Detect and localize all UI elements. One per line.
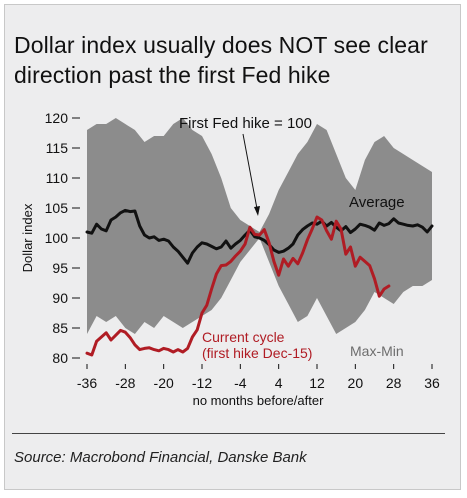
- y-axis-title: Dollar index: [20, 203, 35, 272]
- x-tick-label: -4: [234, 375, 247, 391]
- y-tick-label: 85: [52, 320, 68, 336]
- max-min-band-layer: [87, 118, 432, 334]
- y-tick-label: 100: [45, 230, 69, 246]
- annotation-average: Average: [349, 194, 405, 211]
- y-tick-label: 115: [46, 140, 69, 156]
- x-tick-label: -28: [115, 375, 135, 391]
- current-cycle-line: [85, 215, 391, 357]
- chart-title: Dollar index usually does NOT see clear …: [14, 32, 428, 88]
- annotation-first-hike-arrowhead: [254, 206, 260, 216]
- x-tick-label: -36: [77, 375, 97, 391]
- x-tick-label: 4: [275, 375, 283, 391]
- y-tick-label: 95: [52, 260, 68, 276]
- source-divider: [12, 433, 445, 434]
- y-tick-label: 105: [45, 200, 69, 216]
- x-tick-label: -20: [154, 375, 174, 391]
- y-tick-label: 80: [52, 350, 68, 366]
- y-tick-label: 120: [45, 110, 69, 126]
- annotation-first-hike-arrow: [242, 133, 259, 215]
- y-tick-label: 110: [46, 170, 69, 186]
- axes: 80 85 90 95 100 105 110 115 120 -36 -28 -20 -12 -4 4 12…: [45, 110, 440, 391]
- x-tick-label: 20: [348, 375, 364, 391]
- average-line: [85, 208, 434, 265]
- x-tick-label: 28: [386, 375, 402, 391]
- x-axis-title: no months before/after: [193, 393, 324, 408]
- annotation-max-min: Max-Min: [350, 343, 404, 359]
- x-tick-label: -12: [192, 375, 212, 391]
- x-tick-label: 12: [309, 375, 325, 391]
- annotation-first-hike: First Fed hike = 100: [179, 115, 312, 132]
- y-tick-label: 90: [52, 290, 68, 306]
- annotation-current-cycle: Current cycle: [202, 329, 285, 345]
- source-note: Source: Macrobond Financial, Danske Bank: [14, 449, 307, 466]
- annotations-layer: First Fed hike = 100 Average Current cyc…: [20, 115, 405, 408]
- series-layer: [85, 208, 434, 357]
- max-min-band: [87, 118, 432, 334]
- annotation-first-hike-date: (first hike Dec-15): [202, 345, 312, 361]
- x-tick-label: 36: [424, 375, 440, 391]
